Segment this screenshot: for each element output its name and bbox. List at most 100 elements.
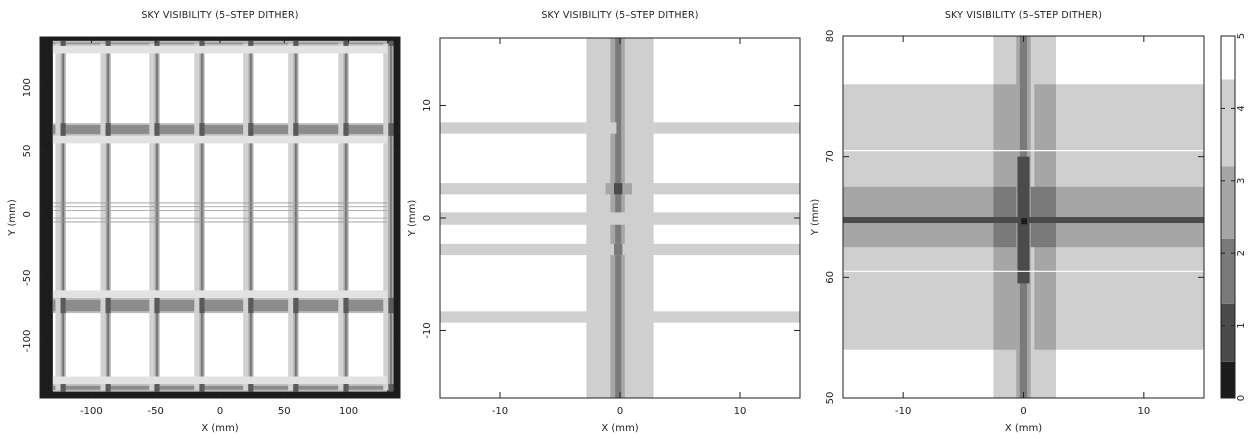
x-tick-label: 10 xyxy=(734,406,747,417)
y-tick-label: 50 xyxy=(825,392,836,405)
gap-intersection-3-3 xyxy=(199,40,205,46)
column-halo-2 xyxy=(149,43,155,391)
x-tick-label: -50 xyxy=(148,406,164,417)
column-halo-1 xyxy=(100,43,106,391)
cell-6 xyxy=(632,183,800,195)
chart-title: SKY VISIBILITY (5–STEP DITHER) xyxy=(945,10,1102,21)
column-halo-0 xyxy=(55,43,61,391)
gap-halo-1 xyxy=(52,290,388,298)
gap-band-core-2 xyxy=(52,125,388,134)
column-gap-core-7 xyxy=(390,43,392,391)
gap-intersection-2-0 xyxy=(154,384,160,392)
x-tick-label: 0 xyxy=(217,406,223,417)
colorbar-tick-label: 0 xyxy=(1236,395,1247,401)
gap-intersection-6-2 xyxy=(343,123,349,136)
gap-intersection-5-3 xyxy=(293,40,299,46)
colorbar-swatch xyxy=(1221,238,1235,304)
x-tick-label: 50 xyxy=(278,406,291,417)
column-halo-6 xyxy=(338,43,344,391)
colorbar-swatch xyxy=(1221,303,1235,362)
cell-4 xyxy=(633,122,800,134)
column-gap-core-2 xyxy=(156,43,158,391)
colorbar: 0 1 2 3 4 5 xyxy=(1220,33,1247,401)
gap-halo-0 xyxy=(52,376,388,385)
gap-intersection-5-0 xyxy=(293,384,299,392)
y-tick-label: 0 xyxy=(22,211,33,217)
gap-intersection-4-2 xyxy=(248,123,254,136)
panel-full: -100 -50 0 50 100 -100 -50 0 50 100 SKY VISIBILITY… xyxy=(7,10,401,434)
y-tick-label: -10 xyxy=(422,322,433,338)
gap-band-core-1 xyxy=(52,299,388,312)
colorbar-tick-label: 4 xyxy=(1236,105,1247,111)
colorbar-swatch xyxy=(1221,36,1235,80)
column-halo-3 xyxy=(194,43,200,391)
gap-intersection-0-0 xyxy=(60,384,66,392)
x-axis-label: X (mm) xyxy=(1005,423,1042,434)
gap-halo-2 xyxy=(52,135,388,144)
y-tick-label: -100 xyxy=(22,330,33,353)
gap-band-core-3 xyxy=(52,42,388,44)
y-tick-label: -50 xyxy=(22,269,33,285)
gap-intersection-2-1 xyxy=(154,297,160,314)
heatmap-cells xyxy=(440,38,800,398)
gap-intersection-6-0 xyxy=(343,384,349,392)
column-gap-core-1 xyxy=(107,43,109,391)
cell-8 xyxy=(440,212,800,225)
cell-13 xyxy=(614,243,623,256)
colorbar-tick-label: 3 xyxy=(1236,178,1247,184)
column-gap-core-6 xyxy=(345,43,347,391)
x-tick-label: -10 xyxy=(895,406,911,417)
column-gap-core-4 xyxy=(250,43,252,391)
gap-intersection-1-3 xyxy=(105,40,111,46)
gap-intersection-7-1 xyxy=(388,297,394,314)
gap-intersection-0-2 xyxy=(60,123,66,136)
cell-10 xyxy=(1021,218,1028,225)
gap-intersection-2-3 xyxy=(154,40,160,46)
x-axis-label: X (mm) xyxy=(201,423,238,434)
column-halo-4 xyxy=(243,43,249,391)
gap-intersection-1-1 xyxy=(105,297,111,314)
gap-intersection-5-2 xyxy=(293,123,299,136)
y-tick-label: 50 xyxy=(22,145,33,158)
colorbar-tick-label: 5 xyxy=(1236,33,1247,39)
column-halo-7 xyxy=(383,43,389,391)
gap-intersection-0-3 xyxy=(60,40,66,46)
cell-12 xyxy=(614,183,623,195)
gap-intersection-4-1 xyxy=(248,297,254,314)
y-tick-label: 60 xyxy=(825,271,836,284)
gap-intersection-4-0 xyxy=(248,384,254,392)
x-tick-label: 100 xyxy=(339,406,358,417)
colorbar-tick-label: 1 xyxy=(1236,322,1247,328)
colorbar-swatch xyxy=(1221,361,1235,398)
gap-intersection-6-3 xyxy=(343,40,349,46)
x-tick-label: 0 xyxy=(617,406,623,417)
gap-intersection-3-0 xyxy=(199,384,205,392)
cell-10 xyxy=(440,311,606,323)
y-tick-label: 80 xyxy=(825,30,836,43)
chart-title: SKY VISIBILITY (5–STEP DITHER) xyxy=(541,10,698,21)
x-tick-label: 0 xyxy=(1020,406,1026,417)
column-gap-core-5 xyxy=(295,43,297,391)
y-tick-label: 70 xyxy=(825,150,836,163)
gap-intersection-0-1 xyxy=(60,297,66,314)
y-axis-label: Y (mm) xyxy=(7,199,18,237)
chart-title: SKY VISIBILITY (5–STEP DITHER) xyxy=(141,10,298,21)
gap-intersection-5-1 xyxy=(293,297,299,314)
column-halo-5 xyxy=(288,43,294,391)
x-tick-label: -10 xyxy=(492,406,508,417)
colorbar-tick-label: 2 xyxy=(1236,250,1247,256)
x-tick-label: 10 xyxy=(1137,406,1150,417)
gap-intersection-2-2 xyxy=(154,123,160,136)
y-axis-label: Y (mm) xyxy=(810,199,821,237)
colorbar-swatch xyxy=(1221,79,1235,167)
heatmap-cells xyxy=(843,36,1204,398)
colorbar-frame xyxy=(1220,35,1236,399)
gap-intersection-3-1 xyxy=(199,297,205,314)
gap-intersection-7-3 xyxy=(388,40,394,46)
y-tick-label: 0 xyxy=(422,215,433,221)
cell-11 xyxy=(626,311,800,323)
column-gap-core-0 xyxy=(62,43,64,391)
panel-zoom_offset: -10 0 10 50 60 70 80 SKY VISIBILITY (5–STEP DIT… xyxy=(810,10,1205,434)
cell-3 xyxy=(440,122,617,134)
